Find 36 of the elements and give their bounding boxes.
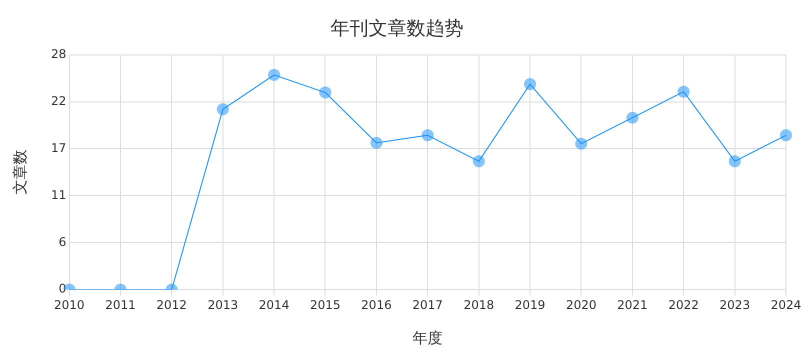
x-tick-label: 2013 <box>208 298 238 312</box>
point <box>728 155 741 168</box>
point <box>370 136 382 149</box>
x-tick-label: 2012 <box>156 298 187 312</box>
chart-title: 年刊文章数趋势 <box>330 17 464 40</box>
x-tick-label: 2020 <box>566 298 596 312</box>
y-tick-label: 6 <box>58 234 66 249</box>
y-tick-label: 22 <box>50 94 66 108</box>
point <box>524 78 536 90</box>
x-tick-label: 2010 <box>54 298 85 312</box>
x-tick-label: 2016 <box>361 298 392 312</box>
y-tick-label: 11 <box>50 188 66 202</box>
y-tick-label: 28 <box>50 46 66 61</box>
y-tick-label: 17 <box>50 140 66 155</box>
point <box>422 129 434 142</box>
y-tick-label: 0 <box>58 282 66 296</box>
x-axis-title: 年度 <box>412 328 443 347</box>
point <box>472 155 485 168</box>
point <box>626 112 638 124</box>
x-tick-label: 2021 <box>617 298 648 312</box>
point <box>319 86 332 99</box>
x-tick-label: 2011 <box>105 298 136 312</box>
point <box>575 138 588 150</box>
x-tick-label: 2019 <box>514 298 546 312</box>
point <box>216 103 229 116</box>
x-tick-label: 2024 <box>770 298 802 312</box>
x-tick-label: 2023 <box>720 298 750 312</box>
point <box>780 129 792 142</box>
point <box>678 86 690 98</box>
x-tick-label: 2014 <box>258 298 290 312</box>
x-tick-label: 2015 <box>310 298 341 312</box>
x-tick-label: 2018 <box>464 298 494 312</box>
point <box>268 68 280 81</box>
x-tick-label: 2017 <box>412 298 443 312</box>
x-tick-label: 2022 <box>668 298 699 312</box>
y-axis-title: 文章数 <box>10 150 29 195</box>
